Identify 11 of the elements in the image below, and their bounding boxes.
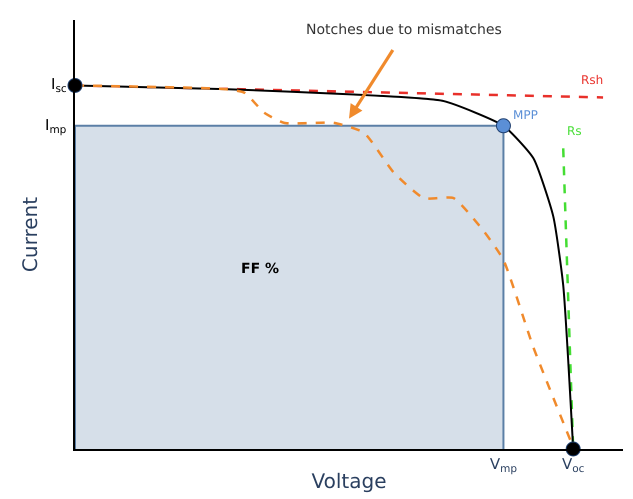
series-label: Rs — [567, 124, 582, 138]
text: I$_{sc}$ — [51, 75, 67, 96]
text: Notches due to mismatches — [306, 22, 502, 38]
text: I$_{mp}$ — [45, 116, 67, 136]
x-axis-title: Voltage — [311, 469, 387, 494]
series-label: MPP — [513, 108, 538, 122]
x-tick-label: V$_{oc}$ — [562, 455, 585, 476]
series-label: Rsh — [581, 73, 604, 87]
x-tick-label: V$_{mp}$ — [490, 455, 518, 476]
annotation: FF % — [241, 261, 280, 277]
y-axis-title: Current — [18, 196, 42, 272]
